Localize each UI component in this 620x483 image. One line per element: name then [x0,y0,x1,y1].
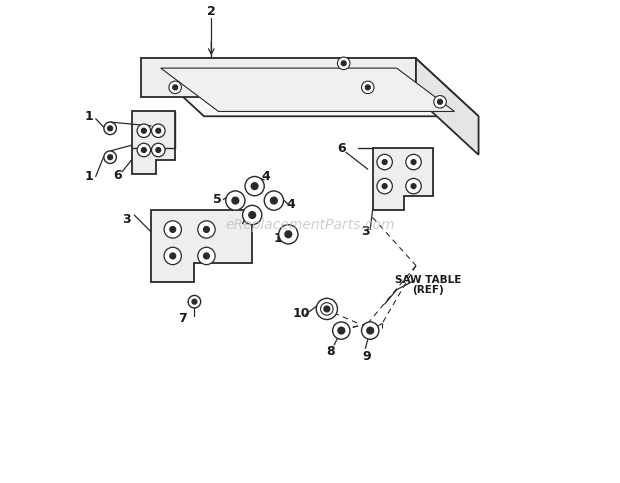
Text: SAW TABLE: SAW TABLE [395,275,461,285]
Text: 1: 1 [84,170,93,183]
Circle shape [367,327,374,334]
Circle shape [232,197,239,204]
Circle shape [137,124,151,138]
Text: 7: 7 [178,312,187,325]
Polygon shape [416,58,479,155]
Circle shape [406,178,421,194]
Polygon shape [141,58,479,116]
Circle shape [170,253,175,259]
Circle shape [434,96,446,108]
Circle shape [169,81,182,94]
Circle shape [264,191,283,210]
Polygon shape [373,148,433,210]
Circle shape [151,143,165,157]
Text: 4: 4 [261,170,270,183]
Text: 3: 3 [361,226,370,239]
Circle shape [270,197,277,204]
Text: 10: 10 [293,307,310,320]
Circle shape [203,253,210,259]
Circle shape [151,124,165,138]
Polygon shape [161,68,454,112]
Circle shape [141,148,146,153]
Circle shape [383,184,387,188]
Circle shape [251,183,258,189]
Circle shape [141,128,146,133]
Text: 1: 1 [84,110,93,123]
Circle shape [411,184,416,188]
Circle shape [438,99,443,104]
Text: (REF): (REF) [412,284,444,295]
Circle shape [361,322,379,339]
Circle shape [156,148,161,153]
Text: 5: 5 [213,193,222,206]
Circle shape [104,122,117,135]
Text: 3: 3 [123,213,131,227]
Circle shape [137,143,151,157]
Circle shape [338,327,345,334]
Circle shape [249,212,255,218]
Circle shape [198,221,215,238]
Circle shape [406,155,421,170]
Circle shape [337,57,350,70]
Circle shape [164,247,182,265]
Text: 2: 2 [207,5,216,18]
Polygon shape [151,210,252,283]
Circle shape [198,247,215,265]
Circle shape [173,85,177,90]
Circle shape [164,221,182,238]
Polygon shape [141,58,416,97]
Text: 5: 5 [236,219,244,232]
Circle shape [170,227,175,232]
Circle shape [242,205,262,225]
Circle shape [411,159,416,164]
Circle shape [324,306,330,312]
Circle shape [316,298,337,320]
Circle shape [333,322,350,339]
Circle shape [203,227,210,232]
Circle shape [156,128,161,133]
Circle shape [361,81,374,94]
Circle shape [108,126,113,131]
Text: 11: 11 [273,232,291,244]
Circle shape [108,155,113,159]
Circle shape [285,231,291,238]
Circle shape [192,299,197,304]
Polygon shape [132,112,175,174]
Circle shape [383,159,387,164]
Circle shape [279,225,298,244]
Circle shape [226,191,245,210]
Text: 8: 8 [326,345,335,358]
Circle shape [104,151,117,163]
Text: 6: 6 [337,142,345,155]
Text: eReplacementParts.com: eReplacementParts.com [225,218,395,232]
Text: 4: 4 [286,198,295,211]
Circle shape [321,303,333,315]
Circle shape [245,176,264,196]
Text: 9: 9 [362,350,371,363]
Text: 6: 6 [113,169,122,182]
Circle shape [365,85,370,90]
Circle shape [188,296,201,308]
Circle shape [341,61,346,66]
Circle shape [377,155,392,170]
Circle shape [377,178,392,194]
